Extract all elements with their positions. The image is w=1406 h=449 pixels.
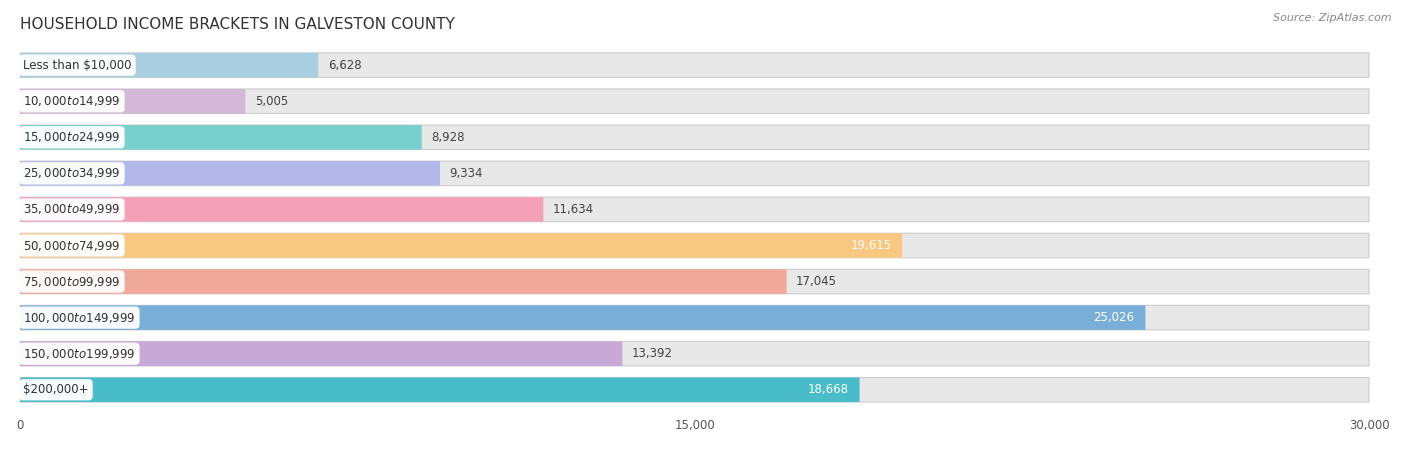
Text: 19,615: 19,615 xyxy=(851,239,891,252)
Text: $15,000 to $24,999: $15,000 to $24,999 xyxy=(22,130,121,144)
Text: $75,000 to $99,999: $75,000 to $99,999 xyxy=(22,275,121,289)
Text: 8,928: 8,928 xyxy=(432,131,464,144)
FancyBboxPatch shape xyxy=(20,161,1369,185)
Text: 17,045: 17,045 xyxy=(796,275,837,288)
FancyBboxPatch shape xyxy=(20,197,1369,222)
FancyBboxPatch shape xyxy=(20,378,859,402)
FancyBboxPatch shape xyxy=(20,305,1146,330)
Text: 6,628: 6,628 xyxy=(328,59,361,72)
FancyBboxPatch shape xyxy=(20,197,543,222)
Text: $25,000 to $34,999: $25,000 to $34,999 xyxy=(22,167,121,180)
FancyBboxPatch shape xyxy=(20,305,1369,330)
FancyBboxPatch shape xyxy=(20,233,1369,258)
Text: HOUSEHOLD INCOME BRACKETS IN GALVESTON COUNTY: HOUSEHOLD INCOME BRACKETS IN GALVESTON C… xyxy=(20,17,456,32)
Text: Less than $10,000: Less than $10,000 xyxy=(22,59,132,72)
FancyBboxPatch shape xyxy=(20,89,1369,114)
FancyBboxPatch shape xyxy=(20,53,318,77)
Text: $35,000 to $49,999: $35,000 to $49,999 xyxy=(22,202,121,216)
Text: $10,000 to $14,999: $10,000 to $14,999 xyxy=(22,94,121,108)
Text: 9,334: 9,334 xyxy=(450,167,482,180)
Text: 25,026: 25,026 xyxy=(1094,311,1135,324)
Text: $150,000 to $199,999: $150,000 to $199,999 xyxy=(22,347,135,361)
FancyBboxPatch shape xyxy=(20,125,422,150)
FancyBboxPatch shape xyxy=(20,125,1369,150)
FancyBboxPatch shape xyxy=(20,341,1369,366)
Text: $200,000+: $200,000+ xyxy=(22,383,89,396)
Text: 5,005: 5,005 xyxy=(254,95,288,108)
FancyBboxPatch shape xyxy=(20,378,1369,402)
FancyBboxPatch shape xyxy=(20,269,786,294)
Text: 13,392: 13,392 xyxy=(631,347,673,360)
Text: 11,634: 11,634 xyxy=(553,203,593,216)
FancyBboxPatch shape xyxy=(20,233,903,258)
FancyBboxPatch shape xyxy=(20,53,1369,77)
FancyBboxPatch shape xyxy=(20,161,440,185)
Text: $100,000 to $149,999: $100,000 to $149,999 xyxy=(22,311,135,325)
Text: Source: ZipAtlas.com: Source: ZipAtlas.com xyxy=(1274,13,1392,23)
FancyBboxPatch shape xyxy=(20,341,623,366)
Text: 18,668: 18,668 xyxy=(808,383,849,396)
Text: $50,000 to $74,999: $50,000 to $74,999 xyxy=(22,238,121,252)
FancyBboxPatch shape xyxy=(20,269,1369,294)
FancyBboxPatch shape xyxy=(20,89,246,114)
